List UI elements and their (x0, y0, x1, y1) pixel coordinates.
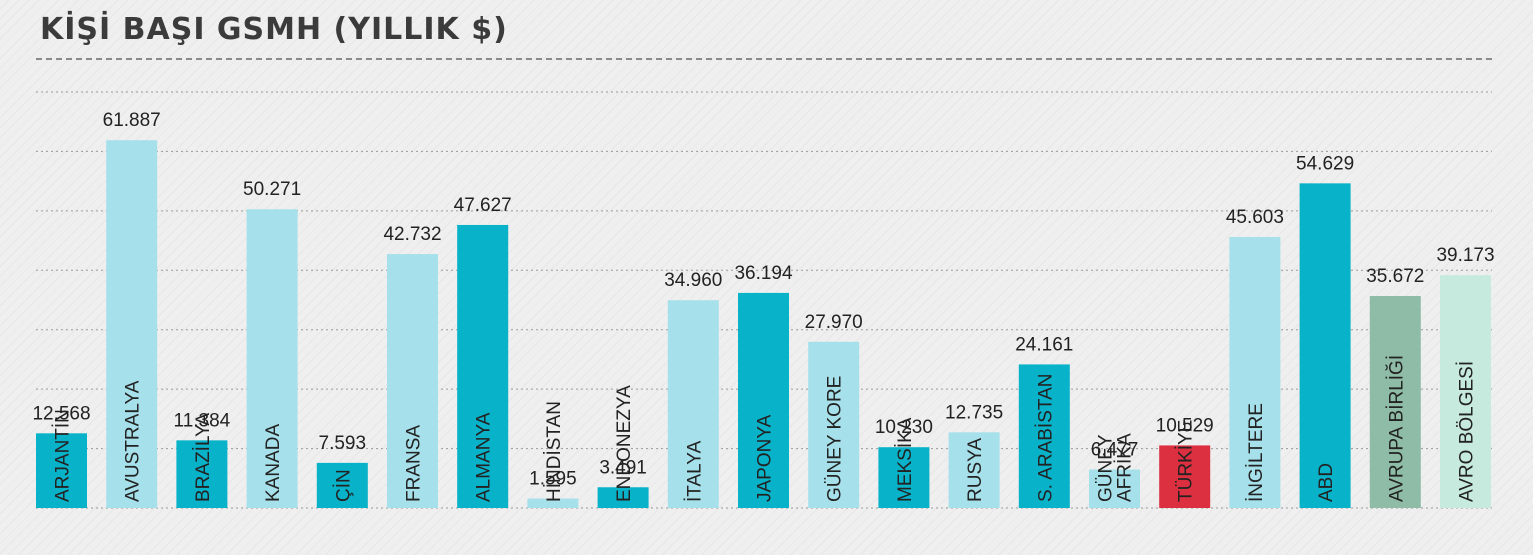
category-label: TÜRKİYE (1176, 420, 1197, 502)
bar (316, 462, 368, 508)
category-label: ALMANYA (474, 412, 495, 502)
data-label: 7.593 (319, 433, 367, 454)
bar (1299, 183, 1351, 508)
bar (1229, 236, 1281, 508)
category-label: İTALYA (684, 440, 705, 502)
bar (387, 254, 438, 508)
bar (36, 433, 87, 508)
data-label: 36.194 (734, 263, 793, 284)
data-label: 11.384 (174, 410, 231, 431)
category-label: ENDONEZYA (614, 385, 635, 502)
category-label: AVUSTRALYA (123, 380, 144, 502)
data-label: 10.230 (875, 417, 933, 438)
bar (457, 224, 509, 509)
bar (667, 300, 719, 508)
data-label: 10.529 (1156, 415, 1214, 436)
data-label: 54.629 (1296, 153, 1354, 174)
data-label: 24.161 (1015, 334, 1073, 355)
data-label: 39.173 (1436, 245, 1494, 266)
bar (738, 292, 789, 508)
bar (176, 440, 228, 508)
category-label: AVRUPA BİRLİĞİ (1385, 355, 1407, 502)
bar (948, 432, 1000, 508)
bar (1440, 275, 1491, 508)
data-label: 12.568 (32, 403, 90, 424)
category-label: İNGİLTERE (1246, 403, 1267, 502)
chart-title: KİŞİ BAŞI GSMH (YILLIK $) (40, 12, 508, 47)
data-label: 50.271 (243, 179, 301, 200)
category-label: AVRO BÖLGESİ (1457, 361, 1478, 502)
data-label: 42.732 (383, 224, 441, 245)
category-label: JAPONYA (755, 414, 776, 502)
bar (1018, 364, 1070, 508)
data-label: 61.887 (103, 110, 161, 131)
bar (246, 209, 298, 508)
data-label: 1.595 (529, 469, 577, 490)
bar (106, 140, 158, 508)
bar (1089, 469, 1140, 508)
data-label: 12.735 (945, 402, 1003, 423)
category-label: RUSYA (965, 438, 986, 502)
bar (808, 341, 860, 508)
bar (597, 487, 649, 508)
category-label: ARJANTİN (53, 409, 74, 502)
data-label: 35.672 (1366, 266, 1424, 287)
category-label: MEKSİKA (895, 417, 916, 502)
data-label: 3.491 (599, 457, 647, 478)
category-label: ABD (1316, 463, 1337, 502)
category-label: GÜNEY KORE (825, 376, 846, 502)
bar (878, 447, 930, 508)
category-label: FRANSA (404, 425, 425, 502)
bar (1159, 445, 1211, 508)
category-label: GÜNEYAFRİKA (1096, 433, 1136, 502)
data-label: 45.603 (1226, 207, 1284, 228)
category-label: KANADA (263, 424, 284, 502)
title-divider (36, 58, 1492, 60)
bar (1369, 296, 1421, 508)
category-label: S. ARABİSTAN (1035, 374, 1056, 502)
bar (527, 498, 579, 508)
data-label: 6.477 (1091, 440, 1139, 461)
data-label: 47.627 (454, 195, 512, 216)
category-label: ÇİN (333, 469, 354, 502)
category-label: HİNDİSTAN (544, 401, 565, 502)
data-label: 27.970 (805, 312, 863, 333)
category-label: BRAZİLYA (193, 413, 214, 502)
data-label: 34.960 (664, 270, 722, 291)
